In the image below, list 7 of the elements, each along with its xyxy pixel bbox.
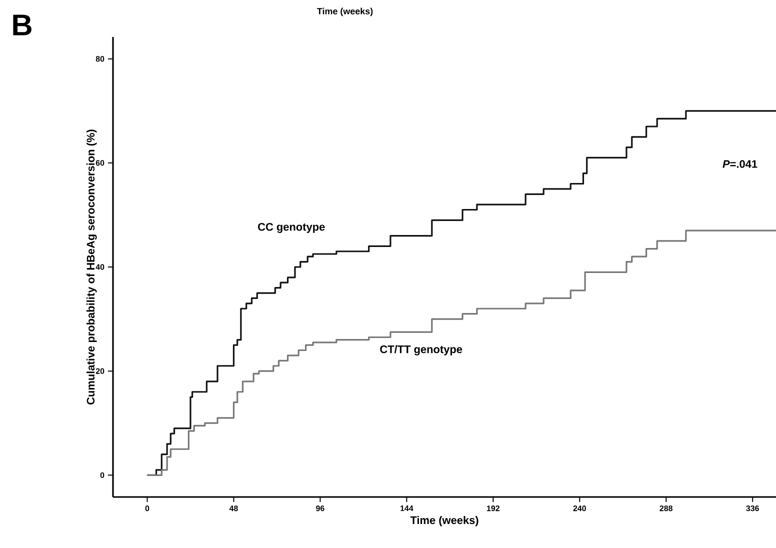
text: B: [13, 14, 32, 36]
series-label: CC genotype: [258, 222, 325, 233]
y-axis-title: Cumulative probability of HBeAg seroconversion (%): [86, 130, 97, 404]
annotation: P=.041: [722, 160, 758, 168]
text: Time (weeks): [317, 8, 373, 16]
x-axis-title: Time (weeks): [410, 516, 478, 526]
series-label: CT/TT genotype: [380, 345, 462, 356]
